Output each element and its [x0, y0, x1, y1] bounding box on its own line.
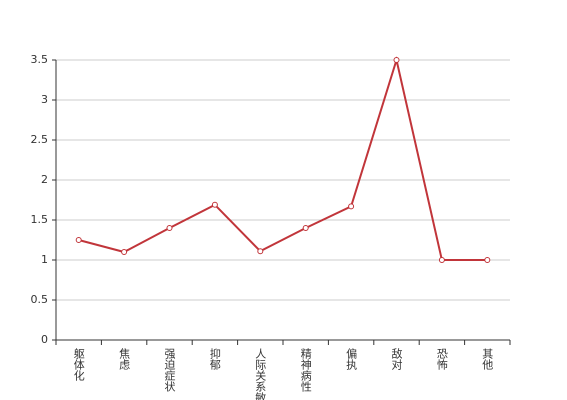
point [438, 257, 445, 263]
point [302, 225, 309, 231]
y-tick-label: 0 [41, 333, 48, 346]
x-tick-label: 焦虑 [118, 348, 131, 370]
y-tick-label: 1 [41, 253, 48, 266]
line [78, 56, 488, 261]
x-tick-label: 恐怖 [435, 348, 448, 370]
x-tick-label: 偏执 [345, 347, 358, 371]
point [166, 225, 173, 231]
y-tick-label: 3 [41, 93, 48, 106]
point [393, 57, 400, 63]
x-tick-label: 躯体化 [72, 348, 85, 382]
x-tick-label: 精神病性 [299, 348, 312, 393]
y-tick-label: 2 [41, 173, 48, 186]
y-tick-label: 0.5 [31, 293, 49, 306]
point [211, 201, 218, 208]
y-tick-label: 2.5 [31, 133, 49, 146]
point [257, 248, 264, 255]
x-tick-label: 抑郁 [208, 347, 221, 370]
x-tick-label: 强迫症状 [163, 348, 176, 392]
x-tick-label: 其他 [481, 348, 494, 370]
y-tick-label: 1.5 [31, 213, 49, 226]
point [121, 249, 128, 255]
point [348, 203, 355, 210]
y-tick-label: 3.5 [31, 53, 49, 66]
point [75, 237, 82, 243]
x-tick-label: 人际关系敏感 [254, 348, 267, 400]
point [484, 257, 491, 263]
x-tick-label: 敌对 [390, 347, 403, 370]
